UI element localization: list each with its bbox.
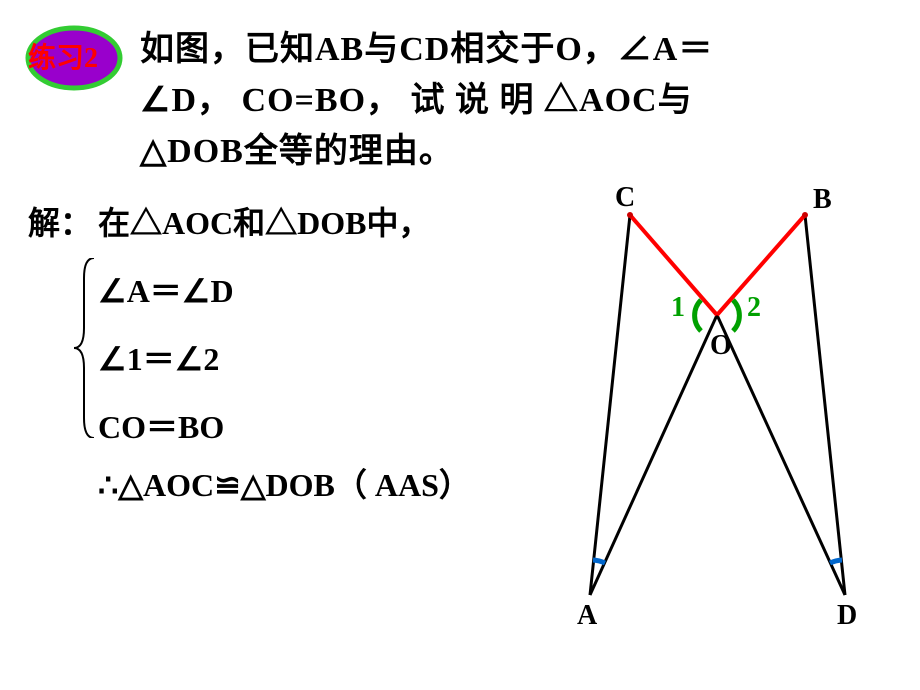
label-c: C	[615, 182, 635, 214]
solution-label: 解：	[28, 198, 92, 244]
label-a: A	[577, 600, 597, 632]
diagram-svg	[555, 200, 895, 630]
exercise-badge-label: 练习2	[28, 36, 98, 76]
left-brace	[72, 258, 102, 438]
problem-line-1: 如图，已知AB与CD相交于O，∠A＝	[140, 24, 880, 75]
problem-line-3: △DOB全等的理由。	[140, 126, 880, 177]
label-o: O	[710, 330, 732, 362]
label-d: D	[837, 600, 857, 632]
geometry-diagram: C B O A D 1 2	[555, 200, 895, 630]
solution-line-2: ∠1＝∠2	[98, 334, 430, 380]
problem-line-2: ∠D， CO=BO， 试 说 明 △AOC与	[140, 75, 880, 126]
solution-body: 在△AOC和△DOB中， ∠A＝∠D ∠1＝∠2 CO＝BO	[98, 198, 430, 470]
problem-text: 如图，已知AB与CD相交于O，∠A＝ ∠D， CO=BO， 试 说 明 △AOC…	[140, 24, 880, 177]
solution-conclusion: ∴△AOC≌△DOB（ AAS）	[98, 460, 471, 506]
angle-2: 2	[747, 292, 761, 324]
solution-line-0: 在△AOC和△DOB中，	[98, 198, 430, 244]
angle-1: 1	[671, 292, 685, 324]
solution-line-3: CO＝BO	[98, 402, 430, 448]
solution-line-1: ∠A＝∠D	[98, 266, 430, 312]
label-b: B	[813, 184, 832, 216]
